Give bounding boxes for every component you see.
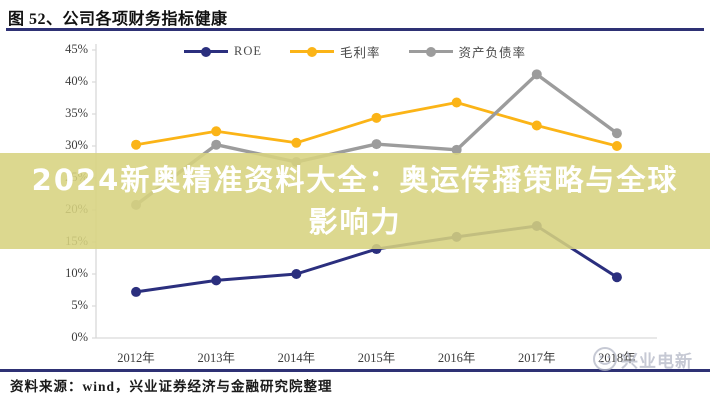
figure-header: 图 52、公司各项财务指标健康: [0, 0, 710, 31]
y-axis-tick-label: 35%: [65, 106, 88, 120]
legend-label: 毛利率: [339, 46, 381, 60]
y-axis-tick-label: 40%: [65, 74, 88, 88]
legend-line-marker-icon: [183, 46, 228, 57]
y-axis-tick-label: 10%: [65, 266, 88, 280]
x-axis-tick-label: 2016年: [437, 351, 476, 365]
x-axis-tick-label: 2015年: [357, 351, 396, 365]
plot-canvas: [92, 44, 657, 339]
watermark-text: 兴业电新: [621, 351, 693, 371]
chart-legend: ROE 毛利率 资产负债率: [0, 42, 710, 61]
y-axis-tick-label: 5%: [71, 298, 88, 312]
banner-text-line1: 2024新奥精准资料大全：奥运传播策略与全球: [31, 163, 679, 197]
data-source-note: 资料来源：wind，兴业证券经济与金融研究院整理: [10, 379, 333, 394]
legend-item-roe: ROE: [183, 44, 262, 59]
y-axis-tick-label: 0%: [71, 330, 88, 344]
y-axis-tick-label: 30%: [65, 138, 88, 152]
x-axis-tick-label: 2012年: [117, 351, 155, 365]
legend-item-debt-ratio: 资产负债率: [408, 42, 527, 61]
legend-item-gross-margin: 毛利率: [289, 42, 381, 61]
x-axis-tick-label: 2017年: [518, 351, 556, 365]
smiley-logo-icon: [593, 347, 617, 371]
x-axis-tick-label: 2013年: [197, 351, 235, 365]
y-axis-tick-label: 45%: [65, 42, 88, 56]
footer-divider: [0, 369, 710, 372]
legend-line-marker-icon: [289, 46, 334, 57]
title-divider: [6, 28, 704, 31]
promo-overlay-banner: 2024新奥精准资料大全：奥运传播策略与全球 影响力: [0, 153, 710, 249]
figure-title: 图 52、公司各项财务指标健康: [8, 11, 228, 28]
legend-line-marker-icon: [408, 46, 453, 57]
watermark: 兴业电新: [592, 346, 693, 372]
banner-text-line2: 影响力: [308, 205, 402, 239]
legend-label: 资产负债率: [458, 46, 527, 60]
x-axis-tick-label: 2014年: [277, 351, 316, 365]
legend-label: ROE: [233, 44, 262, 58]
